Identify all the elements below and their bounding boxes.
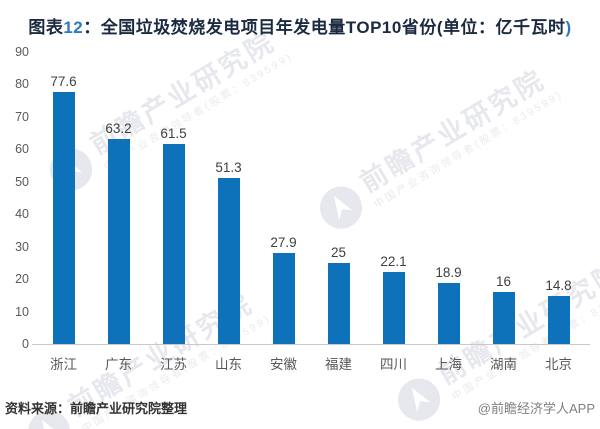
bar-value-label: 25 xyxy=(330,244,347,260)
y-tick-label: 90 xyxy=(15,45,29,59)
y-tick-label: 20 xyxy=(15,272,29,287)
bar-column: 61.5 xyxy=(146,52,201,344)
x-axis-label: 安徽 xyxy=(270,357,297,372)
bar xyxy=(327,262,350,344)
bar xyxy=(107,138,130,344)
x-axis-label: 浙江 xyxy=(50,357,77,372)
y-tick-label: 40 xyxy=(15,207,29,222)
y-tick-label: 70 xyxy=(15,109,29,124)
bar-column: 14.8 xyxy=(531,52,586,344)
x-axis-labels: 浙江 广东 江苏 山东 安徽 福建 四川 上海 湖南 北京 xyxy=(32,345,590,373)
bar-column: 27.9 xyxy=(256,52,311,344)
x-axis-label: 福建 xyxy=(325,357,352,372)
bar-value-label: 61.5 xyxy=(160,126,187,142)
bar-value-label: 22.1 xyxy=(380,254,407,270)
y-tick-label: 10 xyxy=(15,304,29,319)
bar-value-label: 63.2 xyxy=(105,120,132,136)
bar xyxy=(162,144,185,344)
page-title: 图表12：全国垃圾焚烧发电项目年发电量TOP10省份(单位：亿千瓦时) xyxy=(0,13,600,38)
bar xyxy=(52,92,75,344)
title-suffix: ) xyxy=(565,18,572,37)
bar-column: 77.6 xyxy=(36,52,91,344)
x-axis-label: 北京 xyxy=(545,357,572,372)
bar-column: 16 xyxy=(476,52,531,344)
bar xyxy=(547,295,570,344)
title-number: 12 xyxy=(63,18,84,37)
bar-column: 63.2 xyxy=(91,52,146,344)
bar-column: 25 xyxy=(311,52,366,344)
x-axis-label: 山东 xyxy=(215,357,242,372)
bar-value-label: 77.6 xyxy=(50,74,77,90)
y-tick-label: 60 xyxy=(15,142,29,157)
title-prefix: 图表 xyxy=(28,18,64,37)
x-axis-label: 广东 xyxy=(105,357,132,372)
bar-column: 18.9 xyxy=(421,52,476,344)
app-credit: @前瞻经济学人APP xyxy=(477,401,595,416)
bar xyxy=(272,253,295,344)
footer: 资料来源：前瞻产业研究院整理 @前瞻经济学人APP xyxy=(0,398,600,417)
plot-area: 77.6 63.2 61.5 51.3 27.9 25 22.1 18.9 16 14.8 xyxy=(32,52,590,345)
title-main: ：全国垃圾焚烧发电项目年发电量TOP10省份(单位：亿千瓦时 xyxy=(83,18,566,37)
y-tick-label: 80 xyxy=(15,77,29,92)
bar-value-label: 18.9 xyxy=(435,264,462,280)
x-axis-label: 江苏 xyxy=(160,357,187,372)
bar-value-label: 27.9 xyxy=(270,235,297,251)
bar-chart: 0 10 20 30 40 50 60 70 80 90 77.6 63.2 61.5 51.3 27.9… xyxy=(6,45,590,373)
y-tick-label: 50 xyxy=(15,174,29,189)
x-axis-label: 四川 xyxy=(380,357,407,372)
bar xyxy=(217,177,240,344)
x-axis-label: 上海 xyxy=(435,357,462,372)
bar-value-label: 51.3 xyxy=(215,159,242,175)
source-note: 资料来源：前瞻产业研究院整理 xyxy=(5,401,188,416)
x-axis-label: 湖南 xyxy=(490,357,517,372)
bar xyxy=(382,272,405,344)
bar-value-label: 14.8 xyxy=(545,277,572,293)
y-axis: 0 10 20 30 40 50 60 70 80 90 xyxy=(6,45,32,351)
bar-value-label: 16 xyxy=(495,274,512,290)
bar xyxy=(437,282,460,344)
y-tick-label: 0 xyxy=(22,337,29,351)
bar xyxy=(492,292,515,344)
y-tick-label: 30 xyxy=(15,239,29,254)
bar-column: 51.3 xyxy=(201,52,256,344)
bar-column: 22.1 xyxy=(366,52,421,344)
